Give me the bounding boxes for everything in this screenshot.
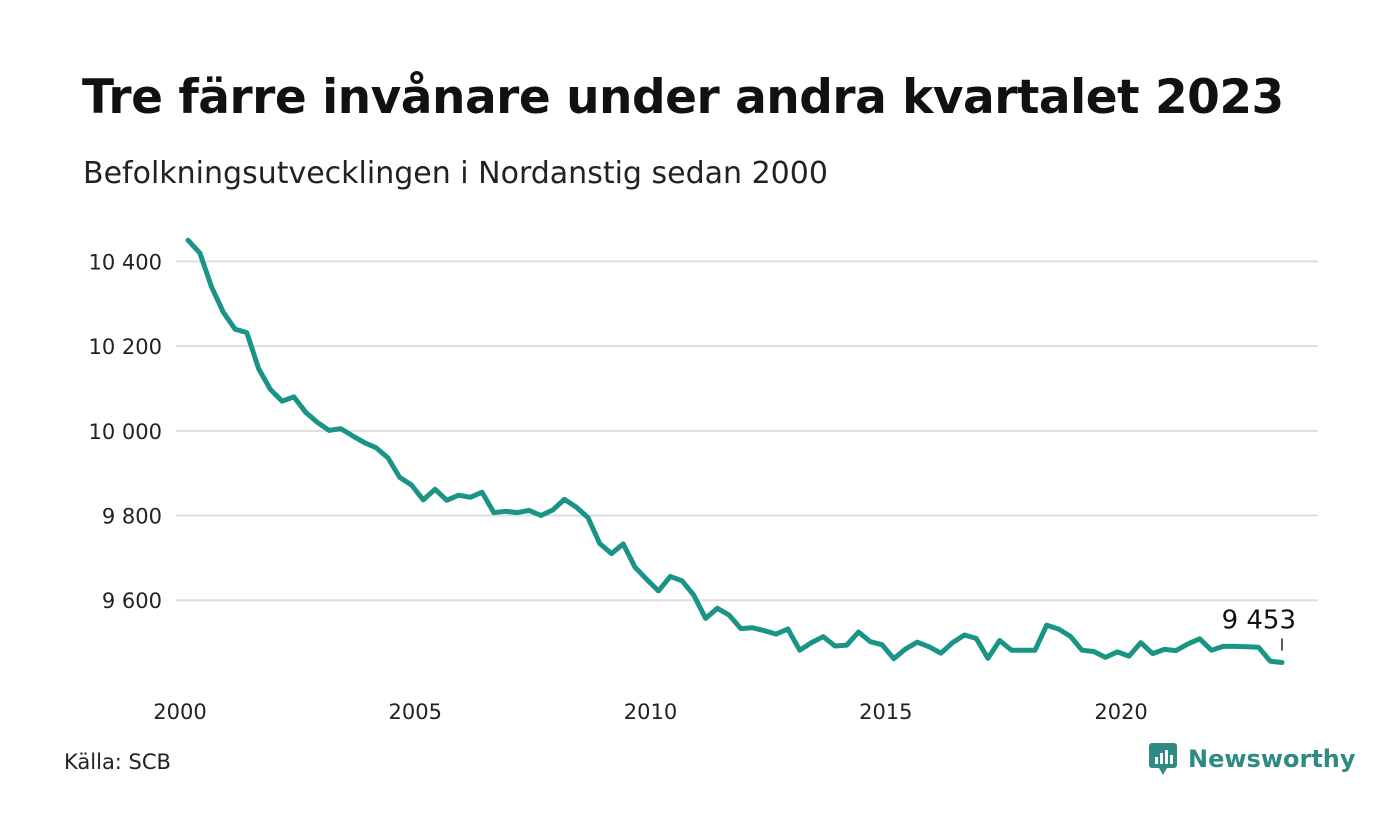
- series-line: [185, 237, 1285, 665]
- x-tick-label: 2010: [624, 700, 677, 724]
- source-note: Källa: SCB: [64, 750, 171, 774]
- brand-name: Newsworthy: [1188, 745, 1356, 773]
- y-tick-label: 10 400: [89, 250, 162, 274]
- line-chart: 9 600 9 800 10 000 10 200 10 400 2000 2005 201…: [89, 237, 1318, 724]
- x-tick-label: 2005: [389, 700, 442, 724]
- x-axis-ticks: 2000 2005 2010 2015 2020: [153, 700, 1148, 724]
- y-tick-label: 9 600: [102, 589, 162, 613]
- chart-title: Tre färre invånare under andra kvartalet…: [82, 70, 1284, 125]
- x-tick-label: 2020: [1094, 700, 1147, 724]
- annotation-layer: 9 453: [1222, 605, 1296, 651]
- chart-subtitle: Befolkningsutvecklingen i Nordanstig sed…: [83, 156, 828, 191]
- brand-logo[interactable]: Newsworthy: [1148, 742, 1356, 776]
- y-axis-ticks: 9 600 9 800 10 000 10 200 10 400: [89, 250, 162, 613]
- x-tick-label: 2000: [153, 700, 206, 724]
- y-tick-label: 10 200: [89, 335, 162, 359]
- y-tick-label: 9 800: [102, 505, 162, 529]
- series-layer: [185, 237, 1285, 665]
- gridlines: [176, 260, 1318, 602]
- newsworthy-logo-icon: [1149, 743, 1177, 775]
- x-tick-label: 2015: [859, 700, 912, 724]
- y-tick-label: 10 000: [89, 420, 162, 444]
- end-value-label: 9 453: [1222, 605, 1296, 635]
